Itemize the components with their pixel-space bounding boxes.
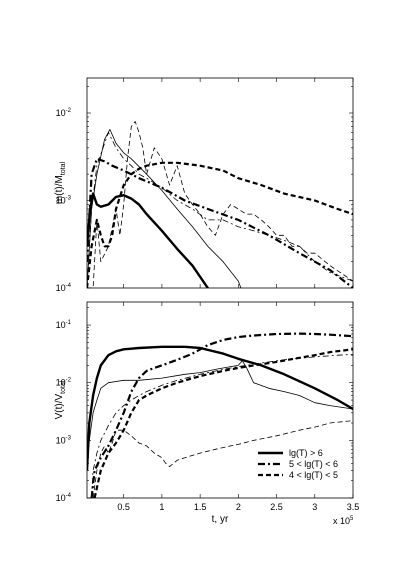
y-tick-label: 10-2 bbox=[56, 378, 72, 388]
series-line-thick-dashdot bbox=[87, 157, 353, 288]
series-line-thin-dashed bbox=[87, 121, 353, 288]
legend-label: 4 < lg(T) < 5 bbox=[289, 470, 338, 480]
y-tick-label: 10-4 bbox=[56, 493, 72, 503]
series-line-thick-solid bbox=[87, 192, 210, 288]
y-tick-label: 10-3 bbox=[56, 435, 72, 445]
x-multiplier: x 105 bbox=[333, 516, 354, 526]
x-tick-label: 2 bbox=[236, 502, 241, 512]
x-tick-label: 1.5 bbox=[194, 502, 207, 512]
series-line-thin-solid bbox=[87, 129, 242, 288]
x-tick-label: 3.5 bbox=[347, 502, 360, 512]
legend-label: 5 < lg(T) < 6 bbox=[289, 459, 338, 469]
series-line-thin-dashed bbox=[92, 420, 353, 498]
series-group bbox=[87, 332, 353, 498]
series-line-thick-dashed bbox=[93, 348, 353, 498]
series-group bbox=[87, 121, 353, 288]
y-axis-label: V(t)/Vtotal bbox=[54, 380, 67, 419]
x-axis-label: t, yr bbox=[212, 514, 229, 525]
y-tick-label: 10-4 bbox=[56, 283, 72, 293]
x-tick-label: 1 bbox=[159, 502, 164, 512]
y-tick-label: 10-1 bbox=[56, 320, 72, 330]
plot-frame bbox=[86, 77, 354, 289]
y-tick-label: 10-3 bbox=[56, 196, 72, 206]
x-tick-label: 2.5 bbox=[270, 502, 283, 512]
series-line-thick-solid bbox=[87, 345, 353, 471]
x-tick-label: 0.5 bbox=[117, 502, 130, 512]
panel-1: 10-2 10-3 10-4 m(t)/Mtotal bbox=[54, 77, 354, 293]
y-axis-label: m(t)/Mtotal bbox=[54, 161, 67, 204]
series-line-thick-dashed bbox=[87, 161, 353, 288]
series-line-thin-dashdot bbox=[87, 132, 353, 288]
series-line-thick-dashdot bbox=[90, 332, 353, 498]
panel-2: 10-1 10-2 10-3 10-4 V(t)/Vtotal lg(T) > 65 < … bbox=[54, 301, 360, 526]
series-line-thin-solid bbox=[87, 360, 353, 471]
legend-label: lg(T) > 6 bbox=[289, 448, 323, 458]
x-tick-label: 3 bbox=[312, 502, 317, 512]
series-line-thin-dashdot bbox=[91, 354, 353, 498]
y-tick-label: 10-2 bbox=[56, 108, 72, 118]
